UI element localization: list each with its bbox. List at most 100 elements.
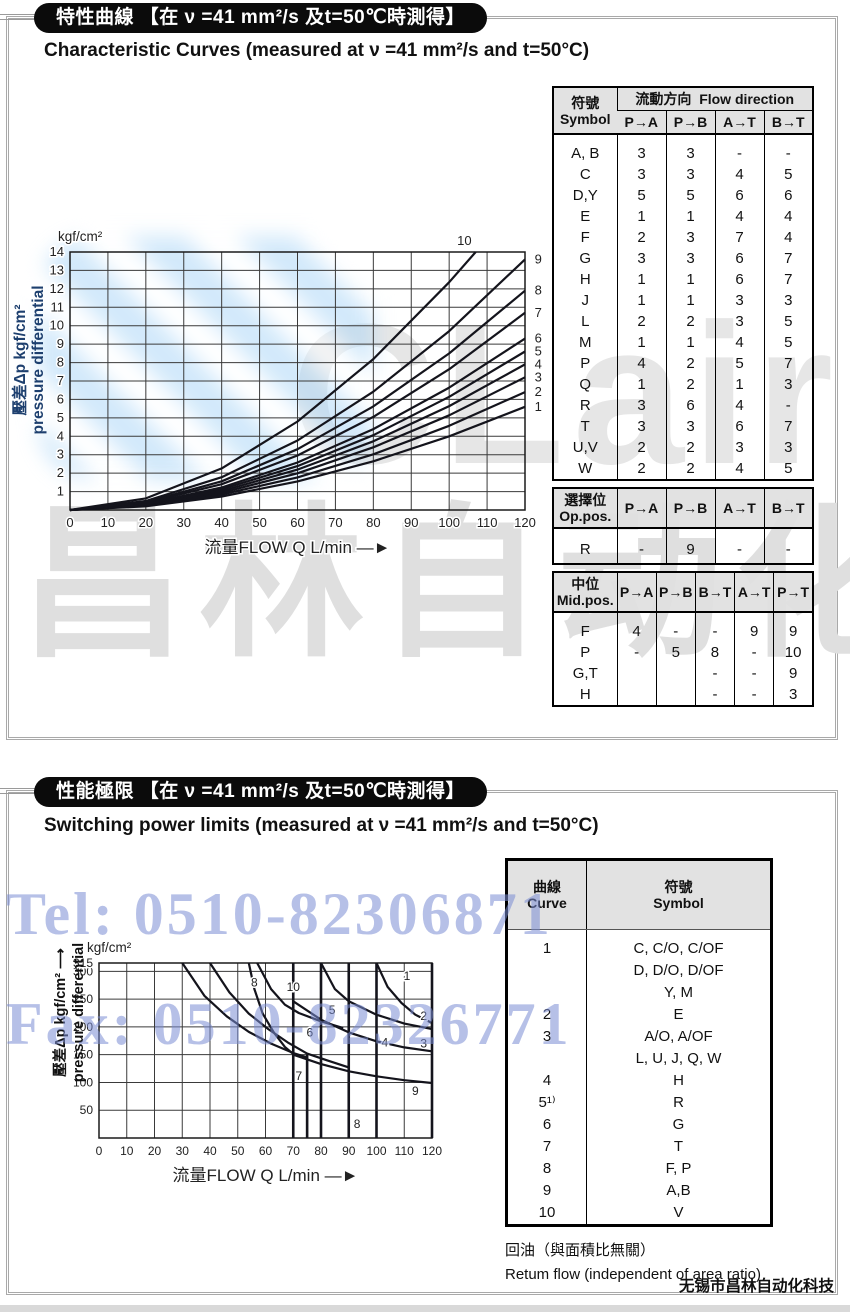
table-row: L, U, J, Q, W — [507, 1048, 772, 1070]
table-cell: H — [579, 271, 591, 288]
table-row: H--3 — [553, 684, 813, 706]
svg-text:20: 20 — [139, 515, 153, 530]
table-cell — [655, 684, 696, 706]
table-cell: 4 — [763, 206, 813, 227]
table-cell: 3 — [616, 416, 666, 437]
table-cell: 1 — [616, 332, 666, 353]
table-row: 8 F, P — [507, 1158, 772, 1180]
table-cell: D,Y — [572, 187, 598, 204]
svg-text:200: 200 — [73, 1020, 93, 1034]
mid-col-bt: B→T — [694, 572, 735, 613]
table-cell: 5 — [763, 311, 813, 332]
table-cell: 6 — [714, 248, 764, 269]
table-cell — [616, 663, 657, 684]
flow-direction-table: 符號 Symbol 流動方向 Flow direction P→A P→B A→… — [552, 86, 814, 481]
table-cell: 5 — [763, 332, 813, 353]
svg-text:40: 40 — [214, 515, 228, 530]
table-cell: 3 — [665, 164, 715, 185]
table-cell: 2 — [616, 227, 666, 248]
table-cell: H — [579, 686, 591, 703]
chart2-y-axis-title: 壓差Δp kgf/cm² ⟶ pressure differential — [52, 910, 88, 1115]
table-cell: Y, M — [586, 982, 772, 1004]
table-cell: 9 — [542, 1182, 552, 1199]
table-cell: - — [763, 395, 813, 416]
svg-text:10: 10 — [50, 318, 64, 333]
table-cell: - — [763, 528, 813, 564]
table-cell: 3 — [616, 164, 666, 185]
table-cell: C, C/O, C/OF — [586, 929, 772, 960]
table-cell: 2 — [665, 458, 715, 480]
table-row: 10 V — [507, 1202, 772, 1226]
table-cell: 3 — [616, 134, 666, 164]
svg-text:6: 6 — [535, 331, 542, 346]
svg-text:120: 120 — [514, 515, 536, 530]
table-cell: L, U, J, Q, W — [586, 1048, 772, 1070]
svg-text:kgf/cm²: kgf/cm² — [58, 229, 103, 244]
table-cell: 1 — [665, 290, 715, 311]
table-cell: - — [734, 684, 774, 706]
table-row: 9 A,B — [507, 1180, 772, 1202]
table-cell: 1 — [616, 206, 666, 227]
mid-col-pa: P→A — [616, 572, 657, 613]
svg-text:13: 13 — [50, 262, 64, 277]
return-flow-caption-en: Retum flow (independent of area ratio) — [505, 1266, 761, 1283]
svg-text:9: 9 — [57, 336, 64, 351]
table-row: 1 C, C/O, C/OF — [507, 929, 772, 960]
table-cell: F — [580, 229, 590, 246]
table-cell: 5 — [655, 642, 696, 663]
svg-text:100: 100 — [73, 1075, 93, 1089]
section1-subtitle-en: Characteristic Curves (measured at ν =41… — [44, 40, 590, 61]
op-col-pb: P→B — [665, 488, 715, 529]
table-cell: 4 — [714, 395, 764, 416]
svg-text:11: 11 — [51, 299, 65, 314]
table-cell: 4 — [616, 353, 666, 374]
svg-text:8: 8 — [535, 283, 542, 298]
svg-text:30: 30 — [177, 515, 191, 530]
table-cell: 3 — [763, 374, 813, 395]
svg-text:80: 80 — [366, 515, 380, 530]
table-cell: 8 — [542, 1160, 552, 1177]
table-cell: A/O, A/OF — [586, 1026, 772, 1048]
chart2-y-axis-title-zh: 壓差Δp kgf/cm² ⟶ — [53, 948, 69, 1077]
svg-text:30: 30 — [176, 1144, 190, 1158]
table-cell: - — [734, 663, 774, 684]
table-cell — [507, 982, 587, 1004]
table-cell: 6 — [665, 395, 715, 416]
svg-text:6: 6 — [57, 391, 64, 406]
section2-tables: 曲線 Curve 符號 Symbol 1 C, C/O, C/OF D, D/O, … — [505, 858, 773, 1287]
table-cell: 3 — [616, 248, 666, 269]
col-header-at: A→T — [714, 110, 764, 135]
svg-text:10: 10 — [120, 1144, 134, 1158]
svg-text:90: 90 — [342, 1144, 356, 1158]
svg-text:8: 8 — [57, 355, 64, 370]
chart1-y-axis-title-en: pressure differential — [30, 285, 47, 435]
table-cell: 2 — [542, 1006, 552, 1023]
svg-text:70: 70 — [287, 1144, 301, 1158]
table-cell: 6 — [714, 185, 764, 206]
op-pos-header: 選擇位 Op.pos. — [553, 488, 617, 529]
table-cell: 1 — [714, 374, 764, 395]
table-cell: 7 — [763, 269, 813, 290]
svg-text:100: 100 — [438, 515, 460, 530]
table-cell: 7 — [763, 416, 813, 437]
chart2-y-axis-title-en: pressure differential — [71, 942, 87, 1083]
svg-text:100: 100 — [366, 1144, 386, 1158]
table-cell: 5 — [665, 185, 715, 206]
svg-text:10: 10 — [287, 980, 301, 994]
svg-text:8: 8 — [251, 975, 258, 989]
svg-text:8: 8 — [354, 1117, 361, 1131]
characteristic-curves-chart: 1 2 3 4 5 6 7 8 9 10 0 10 20 30 40 50 60 70 80 90 100 110 120 1… — [12, 222, 552, 562]
section1-tables: 符號 Symbol 流動方向 Flow direction P→A P→B A→… — [552, 86, 814, 707]
table-cell: 4 — [616, 612, 657, 642]
svg-text:10: 10 — [101, 515, 115, 530]
svg-text:12: 12 — [50, 281, 64, 296]
